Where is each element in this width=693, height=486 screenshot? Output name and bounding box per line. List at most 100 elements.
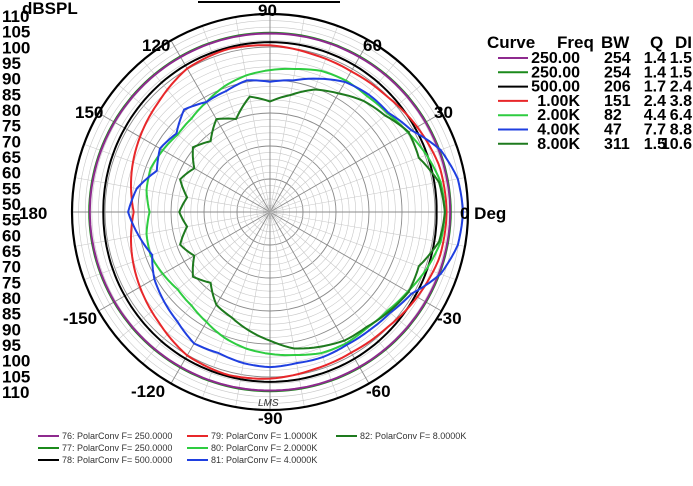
table-cell-di: 10.6 — [661, 136, 692, 153]
outer-ring — [70, 12, 470, 412]
table-cell-freq: 1.00K — [537, 93, 580, 110]
series-curve-4 — [130, 44, 448, 380]
angle-label: 60 — [363, 36, 382, 55]
radial-tick-label: 75 — [2, 117, 21, 136]
table-cell-freq: 250.00 — [531, 64, 580, 81]
radial-tick-label: 95 — [2, 54, 21, 73]
table-cell-di: 1.5 — [670, 50, 692, 67]
legend-entry: 76: PolarConv F= 250.0000 — [62, 431, 172, 441]
radial-tick-label: 85 — [2, 85, 21, 104]
legend-entry: 79: PolarConv F= 1.0000K — [211, 431, 317, 441]
angle-label: 180 — [19, 204, 47, 223]
table-cell-di: 6.4 — [670, 107, 692, 124]
table-cell-bw: 47 — [604, 122, 622, 139]
radial-tick-label: 65 — [2, 148, 21, 167]
table-cell-freq: 4.00K — [537, 122, 580, 139]
table-cell-freq: 2.00K — [537, 107, 580, 124]
radial-tick-label: 110 — [2, 7, 29, 26]
radial-tick-label: 70 — [2, 258, 21, 277]
grid-spoke — [269, 211, 370, 384]
legend-entry: 82: PolarConv F= 8.0000K — [360, 431, 466, 441]
grid-spoke — [118, 211, 271, 340]
radial-tick-label: 95 — [2, 336, 21, 355]
radial-tick-label: 75 — [2, 273, 21, 292]
table-cell-freq: 500.00 — [531, 79, 580, 96]
units-label: dBSPL — [22, 0, 78, 18]
angle-label: 30 — [434, 103, 453, 122]
radial-tick-label: 85 — [2, 305, 21, 324]
radial-tick-label: 70 — [2, 132, 21, 151]
table-cell-di: 8.8 — [670, 122, 692, 139]
table-cell-bw: 82 — [604, 107, 622, 124]
grid-spoke — [269, 211, 466, 247]
grid-spoke — [118, 84, 271, 213]
radial-tick-label: 110 — [2, 383, 29, 402]
angle-label: -30 — [437, 309, 462, 328]
grid-spoke — [235, 211, 271, 408]
grid-spoke — [83, 211, 271, 281]
angle-label: -120 — [131, 382, 165, 401]
angle-label: 150 — [75, 103, 103, 122]
table-cell-freq: 8.00K — [537, 136, 580, 153]
series-curve-3 — [102, 41, 438, 383]
grid-spoke — [83, 143, 271, 213]
legend-entry: 80: PolarConv F= 2.0000K — [211, 443, 317, 453]
table-header: Curve — [487, 33, 535, 52]
series-curve-7 — [178, 88, 446, 350]
table-cell-q: 2.4 — [644, 93, 666, 110]
radial-tick-label: 55 — [2, 179, 21, 198]
radial-tick-label: 55 — [2, 211, 21, 230]
table-header: DI — [675, 33, 692, 52]
legend-entry: 77: PolarConv F= 250.0000 — [62, 443, 172, 453]
grid-spoke — [98, 211, 271, 312]
angle-label: -150 — [63, 309, 97, 328]
table-cell-q: 4.4 — [644, 107, 666, 124]
legend-entry: 81: PolarConv F= 4.0000K — [211, 455, 317, 465]
grid-spoke — [74, 211, 271, 247]
radial-tick-label: 100 — [2, 38, 30, 57]
table-cell-bw: 151 — [604, 93, 631, 110]
grid-spoke — [142, 60, 271, 213]
table-cell-bw: 254 — [604, 50, 631, 67]
lms-watermark: LMS — [258, 398, 279, 409]
angle-label: 120 — [142, 36, 170, 55]
table-cell-bw: 206 — [604, 79, 631, 96]
series-curve-6 — [127, 77, 464, 369]
grid-spoke — [98, 112, 271, 213]
grid-spoke — [269, 211, 457, 281]
table-cell-q: 1.5 — [644, 136, 666, 153]
table-cell-q: 7.7 — [644, 122, 666, 139]
series-curve-5 — [145, 67, 446, 357]
radial-tick-label: 100 — [2, 352, 30, 371]
series-curve-2 — [88, 32, 452, 392]
table-cell-q: 1.7 — [644, 79, 666, 96]
grid-spoke — [269, 112, 442, 213]
grid-spoke — [269, 211, 398, 364]
grid-spoke — [269, 25, 339, 213]
radial-tick-label: 65 — [2, 242, 21, 261]
grid-spoke — [235, 16, 271, 213]
grid-spoke — [269, 211, 422, 340]
grid-spoke — [142, 211, 271, 364]
radial-tick-label: 50 — [2, 195, 21, 214]
grid-spoke — [269, 211, 339, 399]
table-cell-q: 1.4 — [644, 64, 666, 81]
table-cell-di: 2.4 — [670, 79, 692, 96]
grid-spoke — [269, 84, 422, 213]
grid-spoke — [269, 60, 398, 213]
grid-spoke — [269, 211, 442, 312]
radial-tick-label: 60 — [2, 164, 21, 183]
angle-label: 0 Deg — [460, 204, 506, 223]
table-cell-di: 3.8 — [670, 93, 692, 110]
angle-label: -60 — [366, 382, 391, 401]
radial-tick-label: 90 — [2, 320, 21, 339]
table-cell-bw: 254 — [604, 64, 631, 81]
grid-spoke — [201, 211, 271, 399]
angle-label: -90 — [258, 409, 283, 428]
table-header: BW — [601, 33, 630, 52]
legend-entry: 78: PolarConv F= 500.0000 — [62, 455, 172, 465]
radial-tick-label: 80 — [2, 101, 21, 120]
table-cell-q: 1.4 — [644, 50, 666, 67]
table-cell-freq: 250.00 — [531, 50, 580, 67]
